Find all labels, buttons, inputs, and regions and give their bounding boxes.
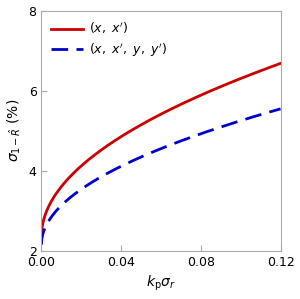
$(x,\ x^{\prime},\ y,\ y^{\prime})$: [153, 149, 157, 153]
$(x,\ x^{\prime})$: [182, 101, 185, 105]
Y-axis label: $\sigma_{1-\hat{R}}$ (%): $\sigma_{1-\hat{R}}$ (%): [6, 99, 23, 162]
$(x,\ x^{\prime},\ y,\ y^{\prime})$: [169, 143, 172, 147]
$(x,\ x^{\prime},\ y,\ y^{\prime})$: [182, 138, 185, 142]
$(x,\ x^{\prime})$: [40, 235, 43, 239]
X-axis label: $k_{\mathrm{p}}\sigma_r$: $k_{\mathrm{p}}\sigma_r$: [146, 274, 176, 293]
Line: $(x,\ x^{\prime})$: $(x,\ x^{\prime})$: [41, 63, 280, 237]
$(x,\ x^{\prime})$: [169, 107, 172, 111]
$(x,\ x^{\prime},\ y,\ y^{\prime})$: [279, 107, 282, 111]
$(x,\ x^{\prime})$: [273, 64, 277, 67]
$(x,\ x^{\prime},\ y,\ y^{\prime})$: [236, 120, 239, 123]
$(x,\ x^{\prime},\ y,\ y^{\prime})$: [154, 149, 158, 152]
$(x,\ x^{\prime},\ y,\ y^{\prime})$: [273, 109, 277, 112]
$(x,\ x^{\prime})$: [153, 115, 157, 119]
$(x,\ x^{\prime})$: [279, 62, 282, 65]
$(x,\ x^{\prime})$: [236, 78, 239, 82]
Line: $(x,\ x^{\prime},\ y,\ y^{\prime})$: $(x,\ x^{\prime},\ y,\ y^{\prime})$: [41, 109, 280, 245]
Legend: $(x,\ x^{\prime})$, $(x,\ x^{\prime},\ y,\ y^{\prime})$: $(x,\ x^{\prime})$, $(x,\ x^{\prime},\ y…: [48, 17, 171, 62]
$(x,\ x^{\prime},\ y,\ y^{\prime})$: [40, 243, 43, 246]
$(x,\ x^{\prime})$: [154, 115, 158, 118]
